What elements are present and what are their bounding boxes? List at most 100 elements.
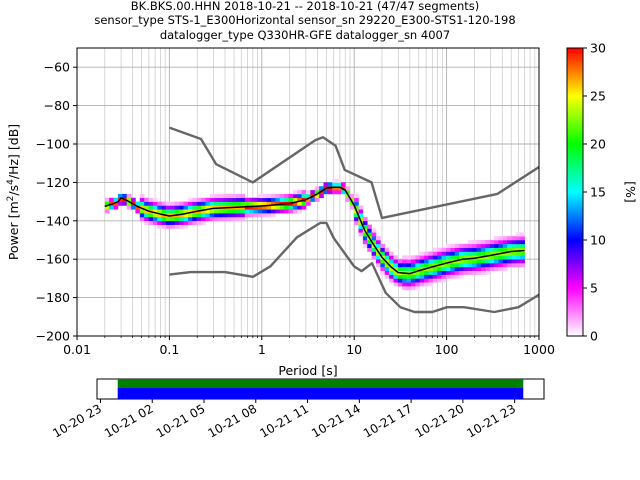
heatmap-cell (236, 201, 241, 206)
heatmap-cell (515, 259, 521, 264)
heatmap-cell (476, 240, 482, 245)
mean-psd-line (104, 186, 525, 275)
heatmap-cell (485, 263, 490, 268)
heatmap-cell (384, 274, 390, 279)
heatmap-cell (126, 197, 132, 202)
heatmap-cell (406, 286, 412, 291)
time-tick-label: 10-21 14 (309, 401, 363, 440)
heatmap-cell (406, 278, 412, 283)
heatmap-cell (437, 278, 442, 283)
heatmap-cell (463, 255, 469, 260)
heatmap-cell (393, 278, 399, 283)
heatmap-cell (201, 205, 206, 210)
heatmap-cell (489, 266, 495, 272)
heatmap-cell (384, 263, 390, 268)
heatmap-cell (380, 259, 386, 264)
heatmap-cell (393, 282, 399, 287)
heatmap-cell (445, 243, 451, 248)
heatmap-cell (297, 190, 302, 195)
heatmap-cell (467, 255, 473, 260)
heatmap-cell (362, 216, 368, 222)
heatmap-cell (467, 270, 473, 275)
heatmap-cell (336, 182, 342, 187)
heatmap-cell (179, 216, 184, 222)
heatmap-cell (257, 209, 263, 214)
heatmap-cell (205, 209, 211, 214)
heatmap-cell (432, 263, 438, 268)
heatmap-cell (450, 263, 456, 268)
heatmap-cell (472, 240, 477, 245)
heatmap-cell (166, 205, 171, 210)
heatmap-cell (463, 247, 469, 252)
heatmap-cell (340, 190, 346, 195)
y-tick-label: −100 (36, 137, 70, 152)
heatmap-cell (507, 255, 512, 260)
heatmap-cell (415, 255, 421, 260)
heatmap-cell (424, 270, 429, 275)
heatmap-cell (218, 201, 224, 206)
heatmap-cell (314, 197, 320, 202)
heatmap-cell (362, 224, 368, 229)
heatmap-cell (152, 220, 158, 225)
heatmap-cell (463, 259, 469, 264)
heatmap-cell (336, 178, 342, 183)
heatmap-cell (196, 201, 202, 206)
heatmap-cell (257, 201, 263, 206)
heatmap-cell (428, 270, 434, 275)
heatmap-cell (231, 197, 237, 202)
heatmap-cell (489, 255, 495, 260)
heatmap-cell (292, 190, 298, 195)
heatmap-cell (402, 278, 407, 283)
heatmap-cell (406, 266, 412, 272)
heatmap-cell (437, 274, 442, 279)
heatmap-cell (494, 259, 499, 264)
heatmap-cell (445, 255, 451, 260)
heatmap-cell (297, 193, 302, 199)
heatmap-cell (432, 270, 438, 275)
heatmap-cell (384, 259, 390, 264)
heatmap-cell (358, 228, 364, 233)
heatmap-cell (354, 220, 359, 225)
heatmap-cell (144, 220, 149, 225)
heatmap-cell (122, 201, 127, 206)
heatmap-cell (371, 255, 377, 260)
heatmap-cell (275, 209, 281, 214)
heatmap-cell (393, 263, 399, 268)
heatmap-cell (253, 205, 259, 210)
heatmap-cell (253, 209, 259, 214)
heatmap-cell (402, 286, 407, 291)
heatmap-cell (498, 255, 504, 260)
y-axis-ticks: −200 −180 −160 −140 −120 −100 −80 −60 (36, 60, 77, 344)
heatmap-cell (244, 205, 250, 210)
heatmap-cell (502, 243, 508, 248)
heatmap-cell (397, 266, 403, 272)
heatmap-cell (166, 201, 171, 206)
heatmap-cell (459, 247, 464, 252)
heatmap-cell (306, 201, 311, 206)
heatmap-cell (476, 247, 482, 252)
heatmap-cell (489, 240, 495, 245)
heatmap-cell (445, 259, 451, 264)
heatmap-cell (494, 266, 499, 272)
heatmap-cell (520, 243, 525, 248)
time-tick-label: 10-21 08 (206, 401, 260, 440)
heatmap-cell (384, 247, 390, 252)
heatmap-cell (135, 201, 141, 206)
heatmap-cell (441, 251, 447, 256)
heatmap-cell (187, 216, 193, 222)
heatmap-cell (157, 224, 162, 229)
heatmap-cell (327, 182, 333, 187)
heatmap-cell (301, 201, 307, 206)
heatmap-cell (450, 274, 456, 279)
heatmap-cell (450, 255, 456, 260)
heatmap-cell (227, 201, 232, 206)
heatmap-cell (227, 197, 232, 202)
heatmap-cell (192, 201, 197, 206)
heatmap-cell (139, 201, 145, 206)
heatmap-cell (196, 213, 202, 218)
heatmap-cell (520, 232, 525, 237)
heatmap-cell (354, 216, 359, 222)
heatmap-cell (271, 213, 276, 218)
